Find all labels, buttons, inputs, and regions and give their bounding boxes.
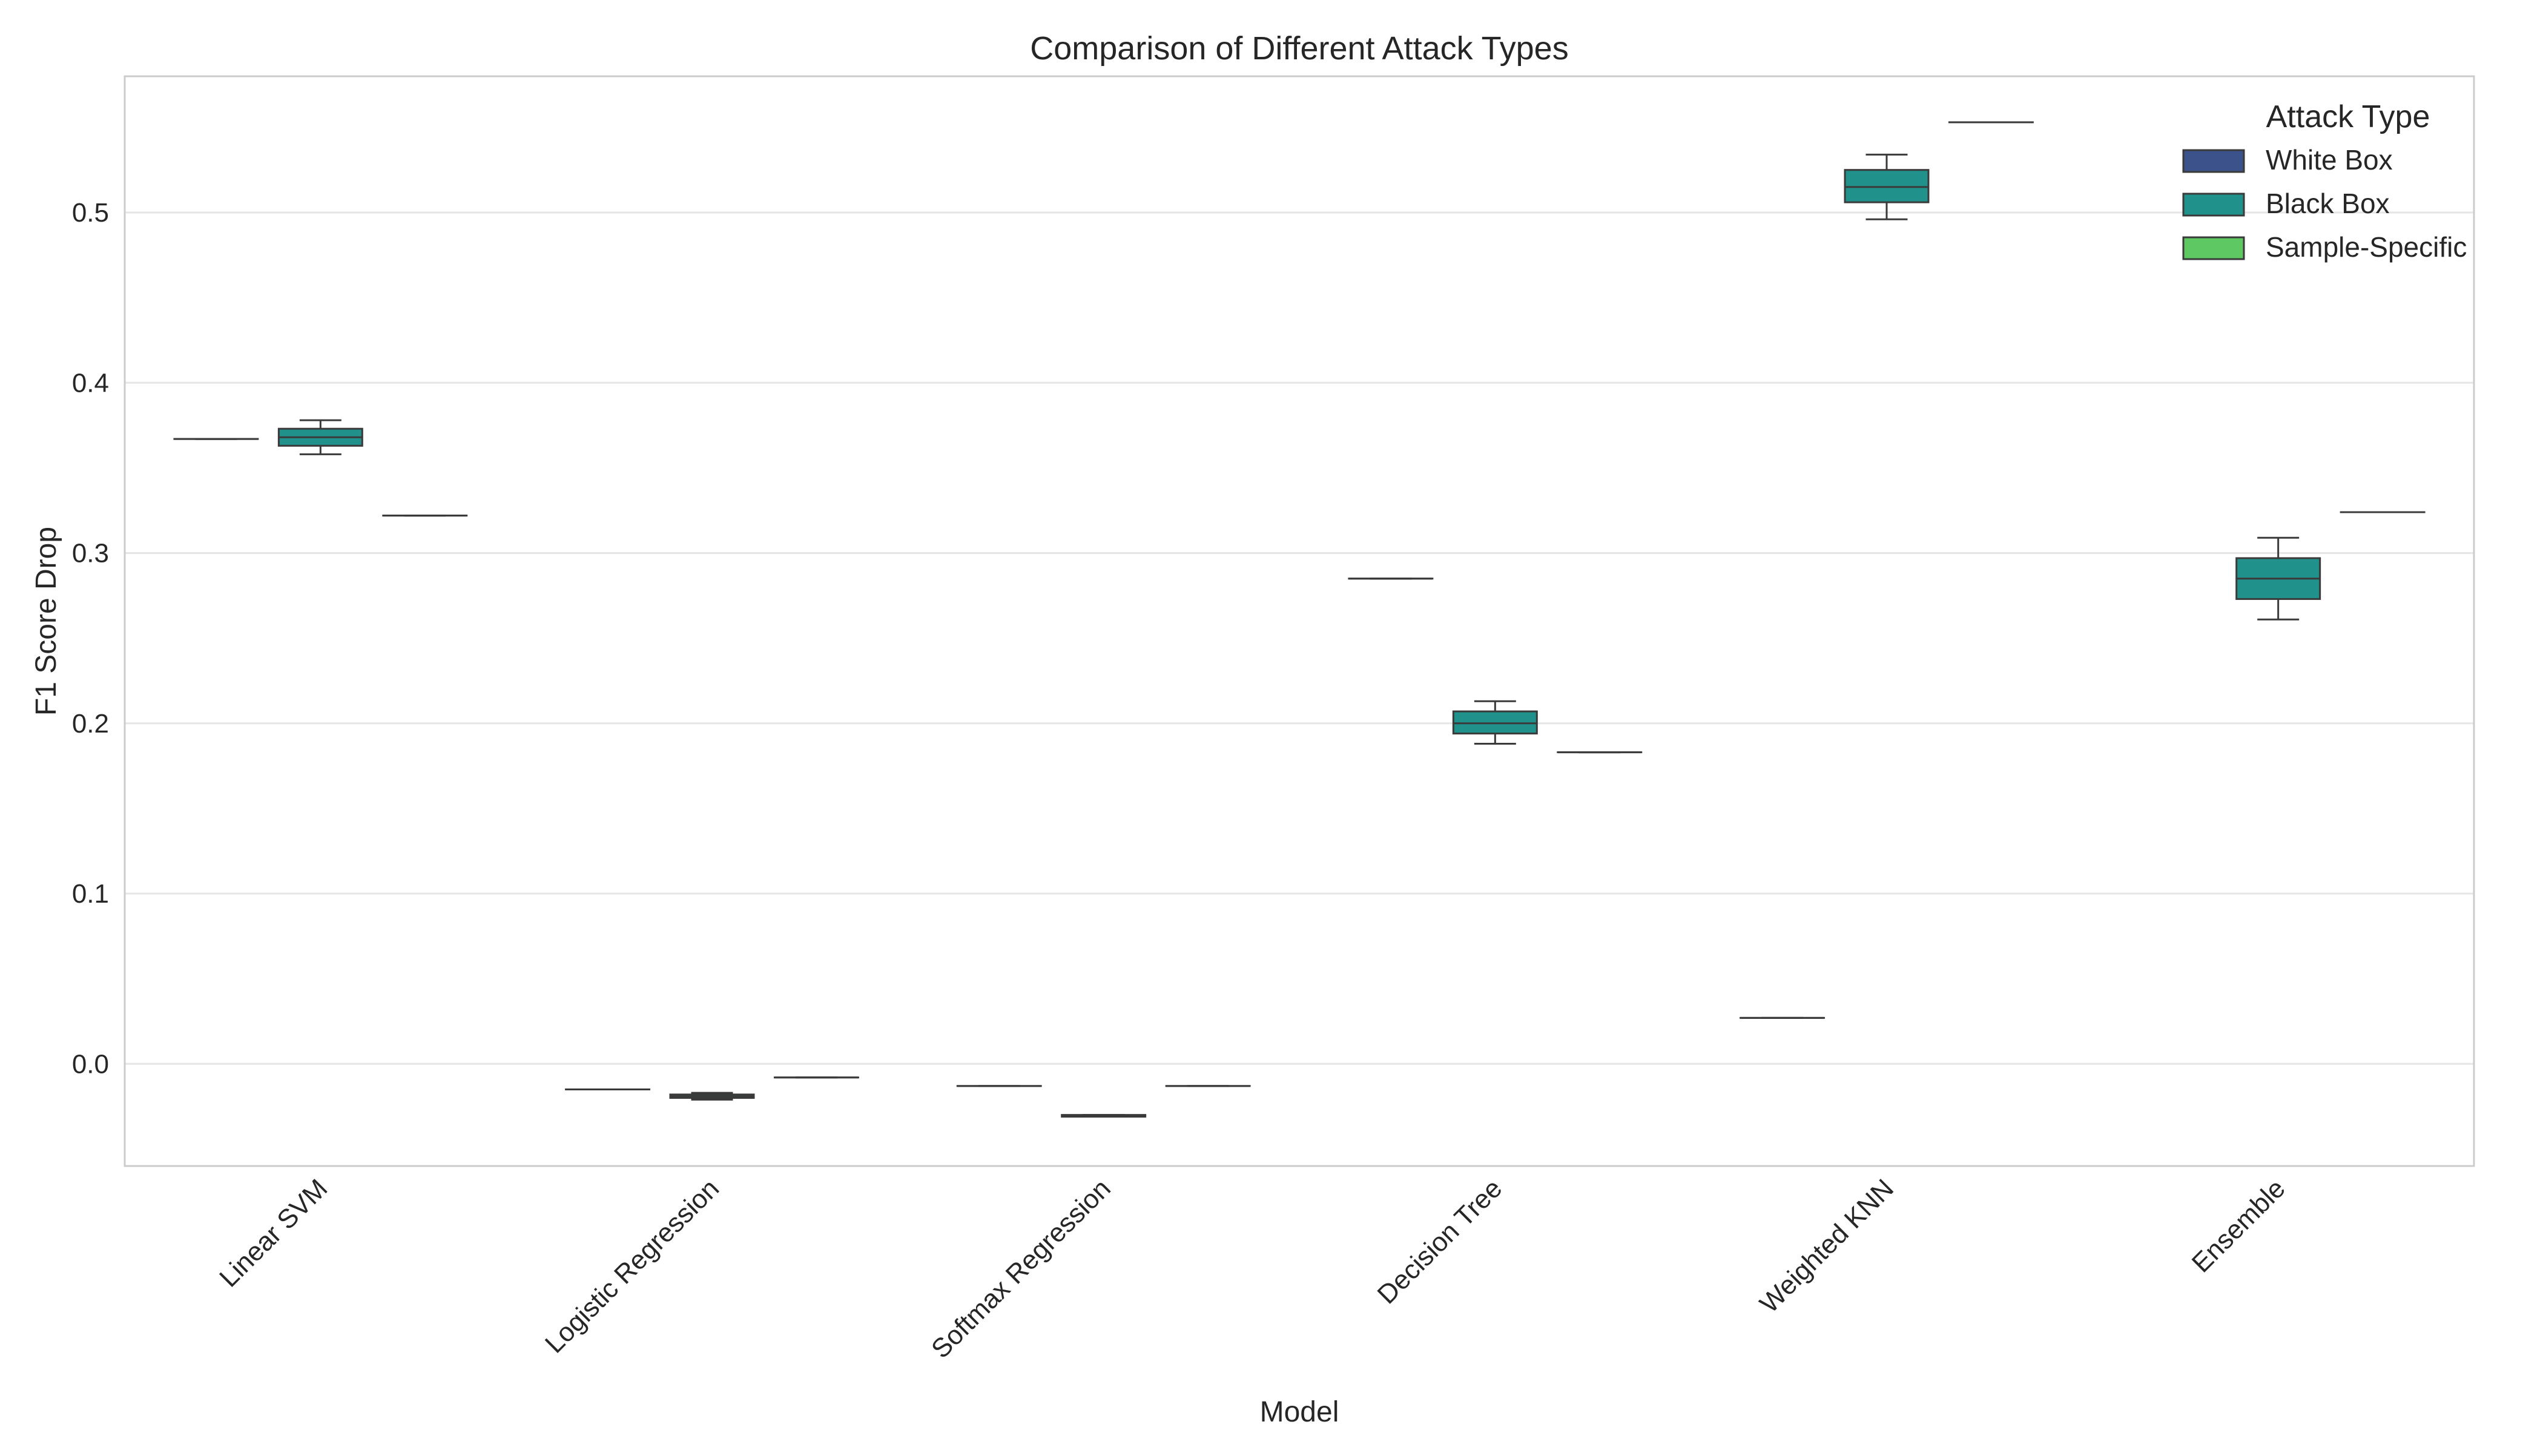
y-tick-label: 0.5: [72, 198, 109, 228]
x-axis-label: Model: [1260, 1396, 1339, 1428]
y-tick-label: 0.1: [72, 879, 109, 909]
y-axis-label: F1 Score Drop: [30, 527, 62, 716]
legend-swatch: [2183, 237, 2244, 259]
legend-title: Attack Type: [2266, 99, 2430, 134]
y-tick-label: 0.0: [72, 1049, 109, 1079]
legend-label: White Box: [2266, 144, 2393, 176]
box-1-1: [670, 1093, 754, 1099]
y-tick-label: 0.3: [72, 539, 109, 568]
legend-swatch: [2183, 150, 2244, 172]
legend-swatch: [2183, 194, 2244, 216]
y-tick-label: 0.2: [72, 709, 109, 739]
y-tick-label: 0.4: [72, 368, 109, 398]
box-1-2: [1062, 1115, 1146, 1117]
chart-title: Comparison of Different Attack Types: [1030, 30, 1568, 67]
legend-label: Sample-Specific: [2266, 231, 2467, 263]
legend-label: Black Box: [2266, 188, 2390, 219]
